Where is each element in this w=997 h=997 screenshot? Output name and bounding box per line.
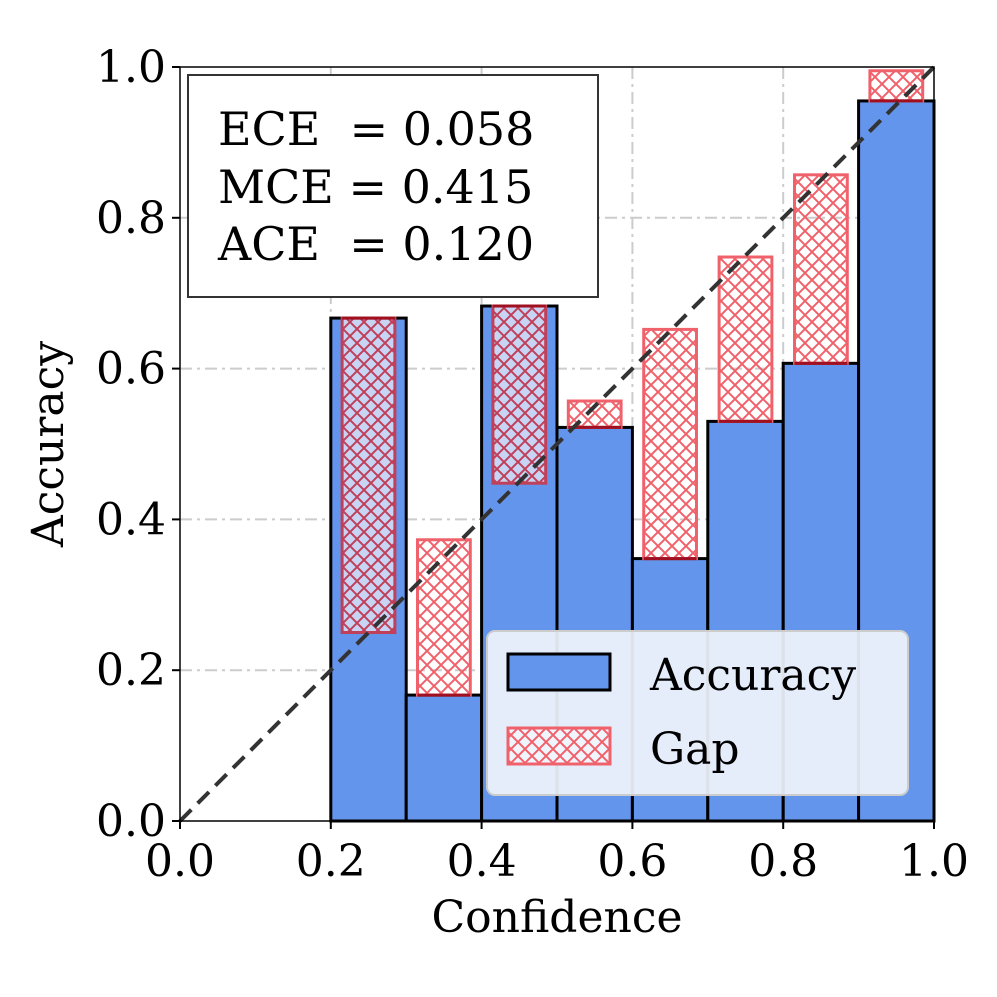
legend-accuracy-label: Accuracy — [649, 650, 856, 701]
y-tick-label-3: 0.6 — [96, 344, 166, 395]
y-tick-label-0: 0.0 — [96, 796, 166, 847]
gap-bar-6 — [793, 173, 849, 365]
x-tick-label-3: 0.6 — [597, 836, 667, 887]
y-tick-label-1: 0.2 — [96, 645, 166, 696]
y-axis-label: Accuracy — [23, 341, 74, 548]
y-tick-label-5: 1.0 — [96, 42, 166, 93]
gap-bar-2 — [491, 304, 548, 485]
legend-gap-label: Gap — [650, 724, 740, 775]
mce-metric: MCE = 0.415 — [218, 160, 533, 214]
x-tick-label-2: 0.4 — [447, 836, 517, 887]
gap-bar-5 — [717, 255, 774, 423]
legend-accuracy-swatch — [506, 652, 612, 692]
gap-bar-4 — [642, 327, 698, 561]
legend-gap-swatch — [506, 726, 612, 766]
x-tick-label-0: 0.0 — [145, 836, 215, 887]
legend: Accuracy Gap — [486, 630, 909, 796]
x-tick-label-4: 0.8 — [748, 836, 818, 887]
gap-bar-1 — [416, 538, 472, 697]
gap-bars — [340, 69, 925, 697]
y-tick-label-2: 0.4 — [96, 494, 166, 545]
y-tick-label-4: 0.8 — [96, 193, 166, 244]
gap-bar-0 — [340, 316, 397, 634]
ece-metric: ECE = 0.058 — [218, 102, 534, 156]
perfect-calibration-line — [178, 65, 936, 823]
x-tick-label-1: 0.2 — [296, 836, 366, 887]
y-axis-ticks: 0.0 0.2 0.4 0.6 0.8 1.0 — [96, 42, 180, 847]
plot-frame — [179, 66, 935, 822]
x-axis-label: Confidence — [431, 892, 682, 943]
metrics-box: ECE = 0.058 MCE = 0.415 ACE = 0.120 — [187, 74, 599, 298]
accuracy-bar-1 — [404, 693, 484, 823]
x-tick-label-5: 1.0 — [899, 836, 969, 887]
x-axis-ticks: 0.0 0.2 0.4 0.6 0.8 1.0 — [145, 821, 969, 887]
ace-metric: ACE = 0.120 — [217, 217, 534, 271]
